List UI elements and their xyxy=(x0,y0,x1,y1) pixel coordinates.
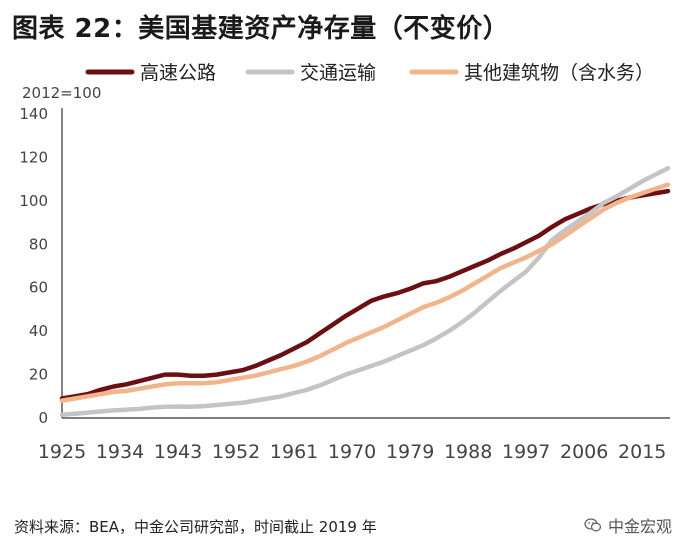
y-tick-label: 100 xyxy=(19,192,48,210)
axes xyxy=(61,108,670,419)
legend-label-2: 交通运输 xyxy=(300,62,376,84)
series-line-2 xyxy=(59,166,671,417)
x-tick-label: 2006 xyxy=(560,441,608,463)
x-tick-label: 1925 xyxy=(38,441,86,463)
x-tick-label: 1943 xyxy=(154,441,202,463)
series-lines xyxy=(59,166,671,417)
y-tick-label: 140 xyxy=(19,105,48,123)
y-tick-label: 40 xyxy=(29,322,48,340)
y-tick-label: 120 xyxy=(19,148,48,166)
watermark-text: 中金宏观 xyxy=(608,517,673,536)
legend-label-3: 其他建筑物（含水务） xyxy=(464,62,654,84)
series-line-1 xyxy=(59,188,671,401)
x-tick-label: 1979 xyxy=(386,441,434,463)
y-tick-label: 20 xyxy=(29,366,48,384)
watermark: 中金宏观 xyxy=(584,513,672,537)
legend-label-1: 高速公路 xyxy=(140,62,216,84)
x-tick-label: 1952 xyxy=(212,441,260,463)
x-tick-label: 2015 xyxy=(618,441,666,463)
x-tick-label: 1961 xyxy=(270,441,318,463)
x-tick-label: 1970 xyxy=(328,441,376,463)
series-line-3 xyxy=(59,182,671,403)
y-tick-label: 80 xyxy=(29,235,48,253)
wechat-icon xyxy=(584,518,602,532)
x-tick-label: 1934 xyxy=(96,441,144,463)
y-axis-unit-label: 2012=100 xyxy=(22,84,101,102)
legend: 高速公路 交通运输 其他建筑物（含水务） xyxy=(85,62,654,84)
x-axis-ticks: 1925 1934 1943 1952 1961 1970 1979 1988 1997 2006… xyxy=(38,441,667,463)
line-chart: 高速公路 交通运输 其他建筑物（含水务） 2012=100 0 20 40 60 80 100… xyxy=(19,62,671,463)
chart-title: 图表 22：美国基建资产净存量（不变价） xyxy=(12,14,510,44)
x-tick-label: 1997 xyxy=(502,441,550,463)
x-tick-label: 1988 xyxy=(444,441,492,463)
y-tick-label: 0 xyxy=(38,409,48,427)
y-tick-label: 60 xyxy=(29,279,48,297)
y-axis-ticks: 0 20 40 60 80 100 120 140 xyxy=(19,105,48,427)
source-note: 资料来源：BEA，中金公司研究部，时间截止 2019 年 xyxy=(14,518,377,536)
